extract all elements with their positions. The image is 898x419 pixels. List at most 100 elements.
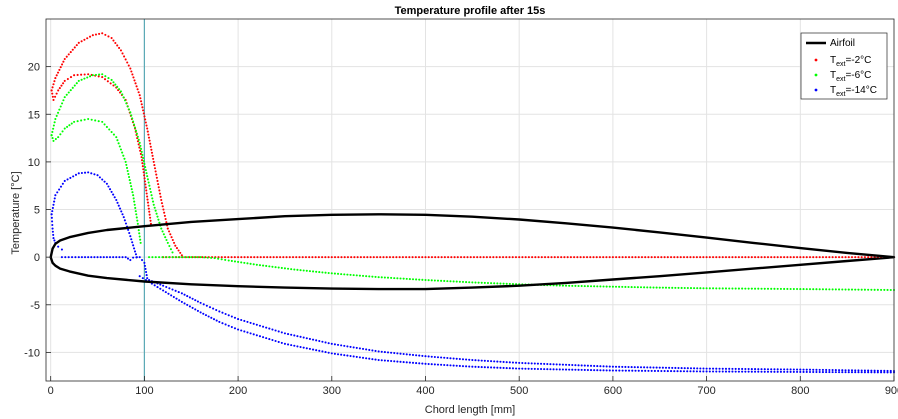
series-point — [133, 203, 136, 206]
series-point — [418, 278, 421, 281]
series-point — [215, 308, 218, 312]
series-point — [595, 256, 598, 259]
series-point — [540, 362, 543, 365]
series-point — [718, 370, 721, 373]
x-tick-label: 500 — [510, 385, 528, 397]
series-point — [658, 286, 661, 289]
series-point — [695, 370, 698, 373]
series-point — [424, 278, 427, 282]
series-point — [119, 148, 123, 151]
series-point — [844, 256, 847, 259]
series-point — [104, 75, 107, 78]
series-point — [434, 256, 437, 259]
series-point — [283, 332, 286, 335]
series-point — [107, 77, 110, 80]
series-point — [650, 256, 653, 259]
series-point — [537, 256, 540, 259]
series-point — [210, 256, 213, 259]
series-point — [502, 360, 505, 363]
series-point — [841, 371, 844, 374]
series-point — [661, 286, 664, 289]
series-point — [458, 357, 461, 361]
series-point — [83, 73, 86, 76]
series-point — [116, 139, 119, 142]
x-tick-label: 700 — [697, 385, 715, 397]
series-point — [599, 365, 602, 368]
series-point — [146, 178, 149, 181]
series-point — [317, 256, 320, 259]
series-point — [673, 370, 676, 373]
series-point — [469, 256, 472, 259]
series-point — [128, 231, 131, 235]
series-point — [741, 256, 744, 259]
series-point — [63, 57, 66, 61]
series-point — [330, 352, 333, 355]
series-point — [689, 367, 693, 370]
series-point — [180, 256, 183, 259]
series-point — [883, 371, 886, 374]
series-point — [203, 256, 206, 259]
series-point — [734, 256, 737, 259]
x-axis-label: Chord length [mm] — [425, 404, 515, 416]
series-point — [586, 368, 589, 372]
series-point — [796, 287, 799, 291]
series-point — [56, 71, 60, 74]
series-point — [166, 241, 169, 244]
series-point — [127, 64, 130, 67]
series-point — [64, 256, 67, 259]
series-point — [854, 256, 857, 259]
series-point — [262, 336, 265, 339]
legend-swatch-series — [814, 58, 818, 62]
series-point — [718, 256, 721, 259]
series-point — [230, 259, 233, 263]
series-point — [450, 256, 453, 259]
series-point — [399, 352, 402, 355]
series-point — [141, 165, 144, 168]
series-point — [355, 355, 358, 358]
series-point — [870, 256, 873, 259]
series-point — [91, 74, 94, 77]
series-point — [692, 256, 695, 259]
series-point — [386, 351, 390, 354]
series-point — [301, 256, 304, 259]
series-point — [202, 303, 205, 306]
series-point — [812, 370, 815, 374]
series-point — [643, 286, 646, 289]
series-point — [130, 185, 133, 188]
series-point — [453, 256, 456, 259]
series-point — [471, 281, 474, 284]
series-point — [174, 244, 177, 247]
series-point — [808, 288, 812, 291]
series-point — [408, 256, 411, 259]
series-point — [608, 369, 611, 372]
series-point — [477, 365, 480, 369]
series-point — [102, 256, 105, 259]
series-point — [589, 364, 593, 367]
series-point — [133, 123, 136, 126]
series-point — [531, 256, 534, 259]
series-point — [415, 278, 418, 281]
series-point — [112, 256, 115, 259]
series-point — [77, 79, 80, 82]
series-point — [631, 369, 634, 372]
series-point — [670, 256, 673, 259]
series-point — [666, 256, 669, 259]
series-point — [380, 350, 383, 353]
series-point — [783, 256, 786, 259]
series-point — [650, 369, 653, 372]
series-point — [76, 73, 79, 77]
series-point — [53, 121, 56, 124]
series-point — [161, 230, 164, 233]
y-tick-label: 15 — [28, 109, 40, 121]
series-point — [750, 370, 753, 373]
series-point — [880, 288, 883, 291]
series-point — [589, 285, 593, 288]
series-point — [857, 369, 860, 372]
series-point — [731, 370, 734, 373]
series-point — [295, 256, 298, 259]
series-point — [65, 93, 68, 96]
series-point — [608, 256, 611, 259]
series-point — [401, 256, 404, 259]
series-point — [734, 367, 737, 370]
series-point — [148, 210, 151, 213]
